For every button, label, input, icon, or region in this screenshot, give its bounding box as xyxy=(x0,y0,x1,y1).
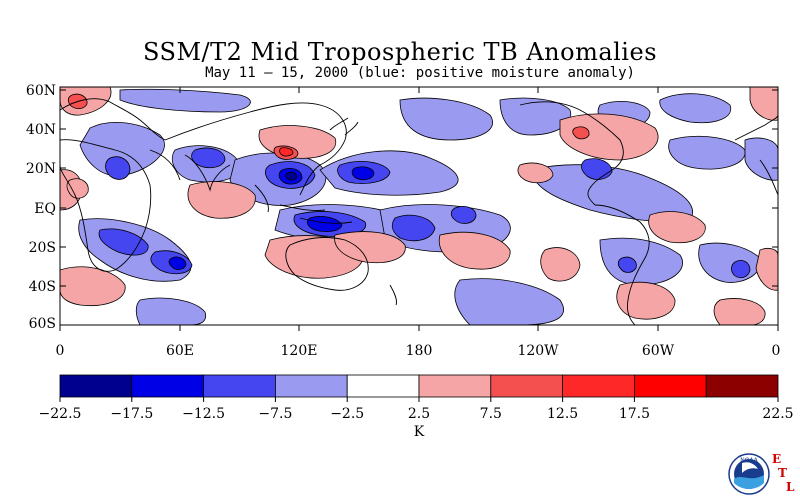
anomaly-patch xyxy=(438,231,511,270)
anomaly-patch xyxy=(399,97,493,141)
lon-label: 120E xyxy=(281,343,318,359)
anomaly-patch xyxy=(616,281,676,320)
anomaly-patch xyxy=(285,171,298,181)
colorbar-tick-label: −17.5 xyxy=(110,406,153,422)
colorbar-tick-label: 22.5 xyxy=(762,406,793,422)
colorbar-tick-label: −22.5 xyxy=(39,406,82,422)
lon-label: 60W xyxy=(642,343,675,359)
coastline-africa xyxy=(59,139,152,272)
anomaly-patch xyxy=(572,126,590,140)
anomaly-patch xyxy=(659,93,732,124)
lat-label: EQ xyxy=(34,201,56,217)
colorbar-tick-label: 17.5 xyxy=(619,406,650,422)
coastline-south-america xyxy=(594,204,650,326)
lat-label: 20S xyxy=(29,240,56,256)
anomaly-patch xyxy=(450,206,477,224)
map-panel: 60N 40N 20N EQ 20S 40S 60S 0 60E 120E xyxy=(26,83,781,359)
anomaly-patch xyxy=(648,211,706,244)
colorbar-swatch xyxy=(346,374,420,398)
anomaly-patch xyxy=(279,147,294,157)
colorbar-swatch xyxy=(562,374,635,398)
lat-label: 20N xyxy=(26,161,56,177)
anomaly-patch xyxy=(731,260,751,279)
colorbar-tick-label: 2.5 xyxy=(408,406,430,422)
lon-label: 0 xyxy=(772,343,781,359)
colorbar-tick-label: −12.5 xyxy=(182,406,225,422)
coastline-africa-east xyxy=(759,159,779,196)
noaa-logo: NOAA xyxy=(728,453,770,495)
anomaly-fields xyxy=(59,86,779,326)
coastline-se-asia xyxy=(254,184,353,224)
colorbar-swatch xyxy=(131,374,205,398)
noaa-logo-text: NOAA xyxy=(740,457,758,464)
anomaly-patch xyxy=(559,113,659,161)
colorbar: −22.5 −17.5 −12.5 −7.5 −2.5 2.5 7.5 12.5 17.5 22.… xyxy=(39,374,794,440)
anomaly-patch xyxy=(119,88,251,113)
anomaly-patch xyxy=(599,237,683,286)
coastline-europe xyxy=(59,98,166,141)
lon-label: 60E xyxy=(166,343,194,359)
longitude-axis: 0 60E 120E 180 120W 60W 0 xyxy=(56,87,781,359)
anomaly-patch xyxy=(351,166,375,181)
coastline-asia xyxy=(164,102,347,196)
anomaly-patch xyxy=(581,158,613,180)
anomaly-patch xyxy=(168,256,187,270)
anomaly-patch xyxy=(135,297,207,326)
anomaly-patch xyxy=(517,162,554,184)
colorbar-swatch xyxy=(705,374,779,398)
etl-letter: T xyxy=(778,466,787,480)
anomaly-patch xyxy=(391,214,436,242)
anomaly-patch xyxy=(105,156,131,180)
etl-letter: L xyxy=(786,480,795,494)
anomaly-patch xyxy=(617,256,637,273)
coastline-australia xyxy=(285,237,369,291)
colorbar-swatch xyxy=(418,374,492,398)
coastlines xyxy=(59,98,779,326)
anomaly-patch xyxy=(334,231,406,264)
coastline-new-zealand xyxy=(389,284,397,306)
map-subtitle: May 11 – 15, 2000 (blue: positive moistu… xyxy=(205,65,635,81)
coastline-arabia-india xyxy=(149,149,231,192)
colorbar-swatch xyxy=(490,374,563,398)
anomaly-patch xyxy=(191,147,226,169)
colorbar-tick-label: −7.5 xyxy=(258,406,292,422)
lon-label: 180 xyxy=(406,343,433,359)
colorbar-swatch xyxy=(203,374,276,398)
coastline-north-america xyxy=(519,101,624,206)
colorbar-tick-label: −2.5 xyxy=(330,406,364,422)
coastline-europe-east xyxy=(734,114,779,141)
coastline-japan xyxy=(329,117,359,136)
anomaly-patch xyxy=(668,135,746,170)
etl-letter: E xyxy=(772,452,782,466)
colorbar-tick-label: 7.5 xyxy=(480,406,502,422)
lat-label: 60N xyxy=(26,83,56,99)
lon-label: 120W xyxy=(517,343,559,359)
colorbar-swatch xyxy=(59,374,133,398)
anomaly-patch xyxy=(66,178,89,199)
colorbar-swatch xyxy=(274,374,348,398)
colorbar-tick-label: 12.5 xyxy=(547,406,578,422)
anomaly-patch xyxy=(306,216,343,232)
anomaly-patch xyxy=(187,181,256,219)
anomaly-patch xyxy=(540,247,581,282)
anomaly-patch xyxy=(79,122,165,177)
lat-label: 40S xyxy=(29,279,56,295)
latitude-axis: 60N 40N 20N EQ 20S 40S 60S xyxy=(26,83,778,332)
anomaly-patch xyxy=(713,298,766,326)
anomaly-patch xyxy=(454,278,564,326)
lat-label: 60S xyxy=(29,316,56,332)
lon-label: 0 xyxy=(56,343,65,359)
colorbar-swatch xyxy=(634,374,707,398)
colorbar-unit: K xyxy=(414,424,425,440)
lat-label: 40N xyxy=(26,122,56,138)
map-title: SSM/T2 Mid Tropospheric TB Anomalies xyxy=(142,38,658,66)
